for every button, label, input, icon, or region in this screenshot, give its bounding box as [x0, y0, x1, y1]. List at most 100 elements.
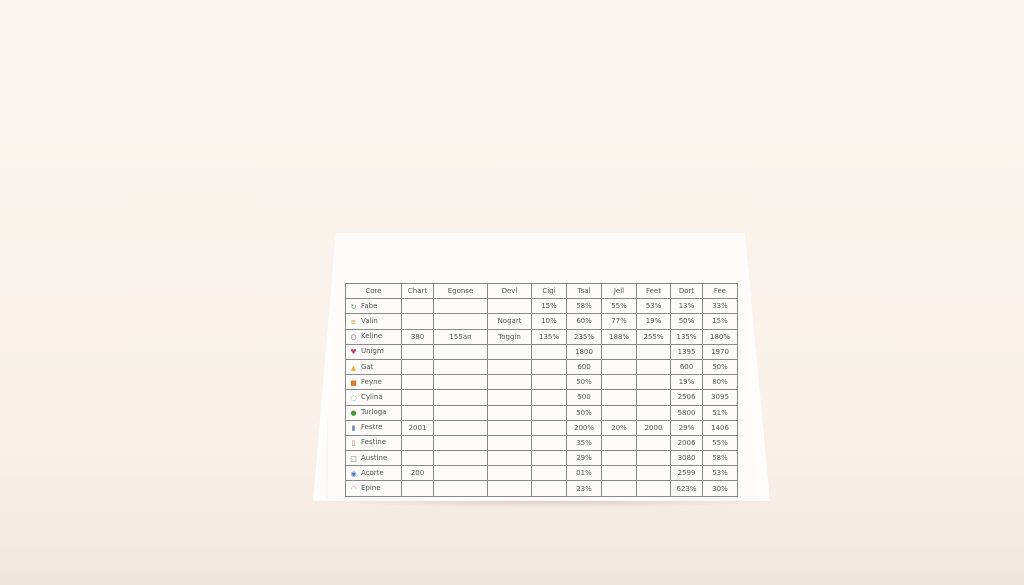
table-row: ▮ Festre 2001 200% 20% 2000 29% 1406: [345, 419, 738, 436]
table-cell: 58%: [566, 298, 602, 315]
row-label: Austine: [361, 453, 388, 462]
table-cell: 80%: [702, 374, 738, 391]
row-label-cell: ◌ Cylina: [345, 389, 402, 406]
table-cell: 135%: [531, 328, 567, 345]
table-cell: [601, 450, 637, 467]
table-cell: 135%: [670, 328, 703, 345]
table-cell: 623%: [670, 480, 703, 497]
warning-icon: ▲: [350, 363, 357, 372]
table-cell: 2000: [636, 419, 671, 436]
document-icon: ▮: [351, 424, 356, 433]
table-row: ◌ Cylina 500 2506 3095: [345, 389, 738, 406]
table-cell: [636, 434, 671, 452]
table-cell: [531, 434, 567, 452]
table-cell: 600: [670, 358, 703, 376]
table-cell: Nogart: [487, 313, 532, 330]
row-label-cell: ◠ Epine: [345, 480, 402, 497]
table-cell: 50%: [566, 404, 602, 421]
row-label-cell: ■ Feyne: [345, 374, 402, 391]
table-cell: [487, 343, 532, 360]
row-label-cell: ▲ Gat: [345, 358, 402, 376]
table-cell: 10%: [531, 313, 567, 330]
table-cell: 380: [401, 328, 434, 345]
row-label-cell: ↻ Fabe: [345, 298, 402, 315]
column-header: Cigi: [531, 282, 567, 300]
row-label-cell: ◉ Acorte: [345, 465, 402, 482]
table-cell: 1395: [670, 343, 703, 360]
column-header: Core: [345, 282, 402, 300]
table-cell: [433, 434, 488, 452]
table-cell: [433, 343, 488, 360]
table-cell: 600: [566, 358, 602, 376]
table-row: ▲ Gat 600 600 50%: [345, 358, 738, 376]
box-icon: ■: [350, 378, 357, 387]
row-label: Unigm: [361, 347, 384, 356]
table-cell: [531, 419, 567, 436]
row-label: Epine: [361, 484, 381, 493]
table-cell: 55%: [702, 434, 738, 452]
column-header: Devl: [487, 282, 532, 300]
table-cell: [401, 298, 434, 315]
table-cell: [433, 465, 488, 482]
table-cell: 33%: [702, 298, 738, 315]
table-cell: [433, 404, 488, 421]
table-cell: 2001: [401, 419, 434, 436]
table-cell: [531, 480, 567, 497]
table-cell: [601, 389, 637, 406]
table-cell: [636, 374, 671, 391]
table-row: □ Austine 29% 3080 58%: [345, 450, 738, 467]
column-header: Egonse: [433, 282, 488, 300]
table-cell: [433, 374, 488, 391]
table-cell: [487, 404, 532, 421]
table-cell: [487, 450, 532, 467]
table-cell: [433, 389, 488, 406]
table-cell: [401, 450, 434, 467]
row-label-cell: ≡ Valin: [345, 313, 402, 330]
table-cell: 29%: [670, 419, 703, 436]
column-header: Chart: [401, 282, 434, 300]
table-cell: 13%: [670, 298, 703, 315]
table-cell: [601, 343, 637, 360]
row-label: Valin: [361, 316, 378, 325]
eye-icon: ◉: [350, 469, 357, 478]
table-cell: [531, 358, 567, 376]
row-label-cell: ● Turloga: [345, 404, 402, 421]
table-cell: [487, 434, 532, 452]
square-icon: □: [350, 454, 357, 463]
row-label-cell: ▮ Festre: [345, 419, 402, 436]
table-cell: 2006: [670, 434, 703, 452]
table-cell: 35%: [566, 434, 602, 452]
table-cell: Toggin: [487, 328, 532, 345]
table-cell: [433, 358, 488, 376]
table-cell: [636, 450, 671, 467]
table-cell: [433, 450, 488, 467]
table-cell: [636, 358, 671, 376]
table-cell: 5800: [670, 404, 703, 421]
row-label: Acorte: [361, 468, 384, 477]
table-cell: [401, 358, 434, 376]
column-header: Dort: [670, 282, 703, 300]
refresh-icon: ↻: [350, 302, 357, 311]
table-cell: [636, 480, 671, 497]
row-label-cell: □ Austine: [345, 450, 402, 467]
circle-icon: ○: [350, 333, 357, 342]
table-cell: [487, 389, 532, 406]
table-cell: 50%: [702, 358, 738, 376]
heart-icon: ♥: [350, 348, 357, 357]
table-row: ● Turloga 50% 5800 51%: [345, 404, 738, 421]
page-icon: ▯: [351, 439, 356, 448]
table-cell: [601, 404, 637, 421]
table-cell: 20%: [601, 419, 637, 436]
table-cell: 77%: [601, 313, 637, 330]
table-cell: [433, 313, 488, 330]
table-cell: 29%: [566, 450, 602, 467]
table-cell: [601, 374, 637, 391]
table-cell: 01%: [566, 465, 602, 482]
table-cell: 53%: [636, 298, 671, 315]
table-cell: [636, 343, 671, 360]
row-label: Turloga: [361, 408, 387, 417]
table-cell: [433, 480, 488, 497]
table-cell: 180%: [702, 328, 738, 345]
table-cell: [531, 374, 567, 391]
row-label: Gat: [361, 362, 374, 371]
